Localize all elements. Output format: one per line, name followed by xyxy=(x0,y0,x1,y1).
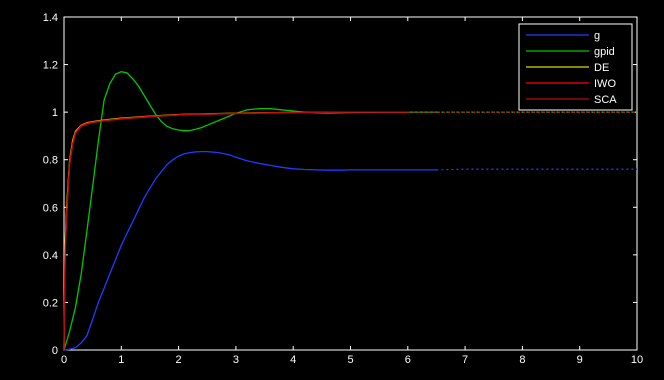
x-tick-label: 3 xyxy=(233,354,239,366)
y-axis: 0 0.2 0.4 0.6 0.8 1 1.2 1.4 xyxy=(43,12,637,357)
y-tick-label: 0.8 xyxy=(43,155,58,167)
y-tick-label: 0.6 xyxy=(43,202,58,214)
series-dotted-g xyxy=(436,168,637,171)
legend-label-de: DE xyxy=(594,62,609,74)
series-line-sca xyxy=(63,111,408,351)
y-tick-label: 0 xyxy=(52,345,58,357)
y-tick-label: 1 xyxy=(52,107,58,119)
legend: g gpid DE IWO SCA xyxy=(518,23,633,111)
y-tick-label: 0.2 xyxy=(43,297,58,309)
x-tick-label: 7 xyxy=(462,354,468,366)
x-tick-label: 10 xyxy=(631,354,643,366)
x-tick-label: 5 xyxy=(347,354,353,366)
x-axis: 0 1 2 3 4 5 6 7 8 9 10 xyxy=(61,17,643,366)
legend-label-iwo: IWO xyxy=(594,78,616,90)
x-tick-label: 0 xyxy=(61,354,67,366)
x-tick-label: 4 xyxy=(290,354,296,366)
x-tick-label: 9 xyxy=(577,354,583,366)
x-tick-label: 2 xyxy=(176,354,182,366)
series-layer xyxy=(63,71,637,351)
legend-label-sca: SCA xyxy=(594,94,617,106)
series-line-g xyxy=(63,150,437,351)
legend-label-gpid: gpid xyxy=(594,46,615,58)
y-tick-label: 1.2 xyxy=(43,60,58,72)
legend-label-g: g xyxy=(594,30,600,42)
x-tick-label: 1 xyxy=(118,354,124,366)
y-tick-label: 1.4 xyxy=(43,12,58,24)
x-tick-label: 6 xyxy=(405,354,411,366)
y-tick-label: 0.4 xyxy=(43,250,58,262)
x-tick-label: 8 xyxy=(519,354,525,366)
